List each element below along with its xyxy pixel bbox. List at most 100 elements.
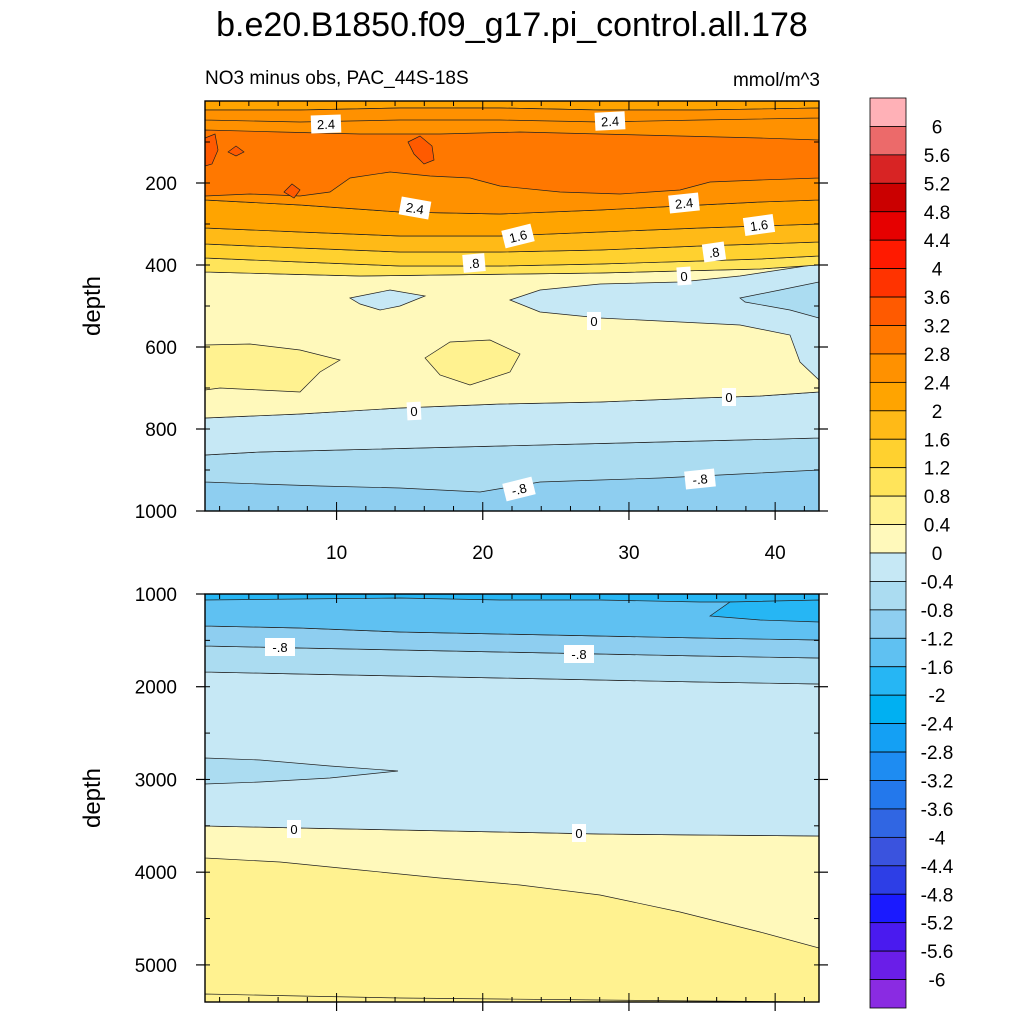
colorbar	[869, 97, 907, 1009]
contour-label-text: .8	[708, 244, 721, 260]
colorbar-tick-label: -3.2	[921, 772, 954, 793]
fill-region-neg-0.8-east	[739, 281, 819, 319]
contour-label: 0	[572, 824, 586, 842]
contour-label: 0	[722, 388, 736, 406]
colorbar-tick-label: 5.2	[924, 174, 950, 195]
colorbar-box	[869, 723, 907, 753]
fill-region-neg-0.8-tongue	[205, 757, 399, 785]
colorbar-tick-label: -4	[929, 828, 946, 849]
colorbar-tick-label: -2	[929, 686, 946, 707]
y-tick-label: 4000	[135, 863, 177, 884]
colorbar-box	[869, 694, 907, 725]
y-tick-label: 200	[145, 174, 177, 195]
colorbar-box	[869, 182, 907, 213]
fill-region-pos-0.4-west	[205, 343, 341, 393]
contour-label: .8	[462, 253, 486, 273]
colorbar-tick-label: 5.6	[924, 146, 950, 167]
contour-label-text: -.8	[510, 480, 528, 498]
colorbar-box	[869, 666, 907, 696]
colorbar-tick-label: 2	[932, 402, 943, 423]
contour-label-text: 1.6	[749, 217, 769, 234]
fill-region-pos-3.2-d	[283, 183, 301, 199]
colorbar-tick-label: -2.4	[921, 715, 954, 736]
contour-label-text: 0	[575, 826, 582, 841]
colorbar-tick-label: 0	[932, 544, 943, 565]
fill-region-pos-3.2-b	[227, 145, 245, 157]
contour-label-text: -.8	[692, 471, 709, 488]
x-tick-label: 20	[472, 543, 493, 564]
colorbar-tick-label: -3.6	[921, 800, 954, 821]
colorbar-tick-label: -5.2	[921, 914, 954, 935]
contour-label: -.8	[265, 638, 295, 656]
y-tick-label: 800	[145, 420, 177, 441]
contour-label-text: 2.4	[405, 200, 425, 218]
contour-label-text: 2.4	[601, 114, 620, 130]
colorbar-tick-label: 1.2	[924, 459, 950, 480]
fill-band-neg-0.4	[205, 671, 819, 837]
bottom-y-ticks: 1000 2000 3000 4000 5000	[135, 585, 828, 977]
colorbar-tick-label: 0.8	[924, 487, 950, 508]
y-tick-label: 400	[145, 256, 177, 277]
colorbar-tick-label: -0.4	[921, 572, 954, 593]
bottom-x-ticks	[219, 594, 805, 1011]
chart-title: b.e20.B1850.f09_g17.pi_control.all.178	[216, 6, 808, 44]
colorbar-box	[869, 410, 907, 440]
colorbar-box	[869, 154, 907, 184]
contour-label: 1.6	[742, 213, 776, 237]
contour-label: 2.4	[398, 196, 432, 220]
y-tick-label: 600	[145, 338, 177, 359]
colorbar-tick-label: 6	[932, 117, 943, 138]
colorbar-box	[869, 296, 907, 326]
colorbar-box	[869, 325, 907, 355]
contour-label-text: 2.4	[674, 195, 694, 212]
contour-label: 2.4	[310, 114, 342, 134]
top-x-ticks: 10 20 30 40	[219, 101, 805, 564]
colorbar-box	[869, 495, 907, 525]
colorbar-box	[869, 126, 907, 156]
colorbar-box	[869, 950, 907, 980]
contour-label-text: 0	[590, 314, 597, 329]
colorbar-box	[869, 467, 907, 497]
top-ylabel: depth	[79, 276, 106, 336]
fill-region-neg-0.4-east	[508, 263, 819, 381]
colorbar-box	[869, 211, 907, 241]
colorbar-box	[869, 381, 907, 412]
colorbar-tick-label: -0.8	[921, 601, 954, 622]
x-tick-label: 10	[326, 543, 347, 564]
colorbar-tick-label: -4.4	[921, 857, 954, 878]
fill-region-neg-0.4-small	[349, 289, 427, 311]
contour-label: 2.4	[594, 111, 626, 131]
bottom-contour-labels: -.8 -.8 0 0	[265, 638, 594, 842]
contour-label-text: 0	[680, 269, 688, 284]
subtitle-left: NO3 minus obs, PAC_44S-18S	[205, 68, 469, 89]
contour-label-text: 0	[725, 390, 732, 405]
contour-label: 0	[587, 312, 601, 330]
fill-band-neg-1.6	[205, 594, 819, 641]
contour-label-text: -.8	[571, 647, 586, 662]
contour-label: 1.6	[501, 223, 535, 249]
colorbar-box	[869, 893, 907, 924]
colorbar-tick-label: -4.8	[921, 885, 954, 906]
x-tick-label: 40	[765, 543, 786, 564]
top-contour-labels: 2.4 2.4 2.4 2.4 1.6 1.6 .8 .8 0 0 0 0 -.8 -.8	[310, 111, 776, 502]
y-tick-label: 5000	[135, 956, 177, 977]
colorbar-box	[869, 581, 907, 611]
contour-label: 2.4	[668, 192, 700, 214]
colorbar-box	[869, 979, 907, 1009]
bottom-ylabel: depth	[79, 768, 106, 828]
contour-label-text: 2.4	[317, 117, 336, 133]
colorbar-box	[869, 239, 907, 270]
contour-label-text: .8	[468, 256, 480, 272]
colorbar-box	[869, 97, 907, 127]
contour-label: 0	[406, 401, 422, 421]
colorbar-tick-label: -5.6	[921, 942, 954, 963]
top-y-ticks: 200 400 600 800 1000	[135, 141, 828, 523]
colorbar-box	[869, 865, 907, 895]
fill-region-pos-0.4-mid	[424, 339, 521, 386]
units-label: mmol/m^3	[733, 70, 820, 91]
contour-label: 0	[676, 266, 692, 286]
colorbar-tick-label: 3.2	[924, 317, 950, 338]
colorbar-box	[869, 524, 907, 554]
contour-label: -.8	[564, 645, 594, 663]
